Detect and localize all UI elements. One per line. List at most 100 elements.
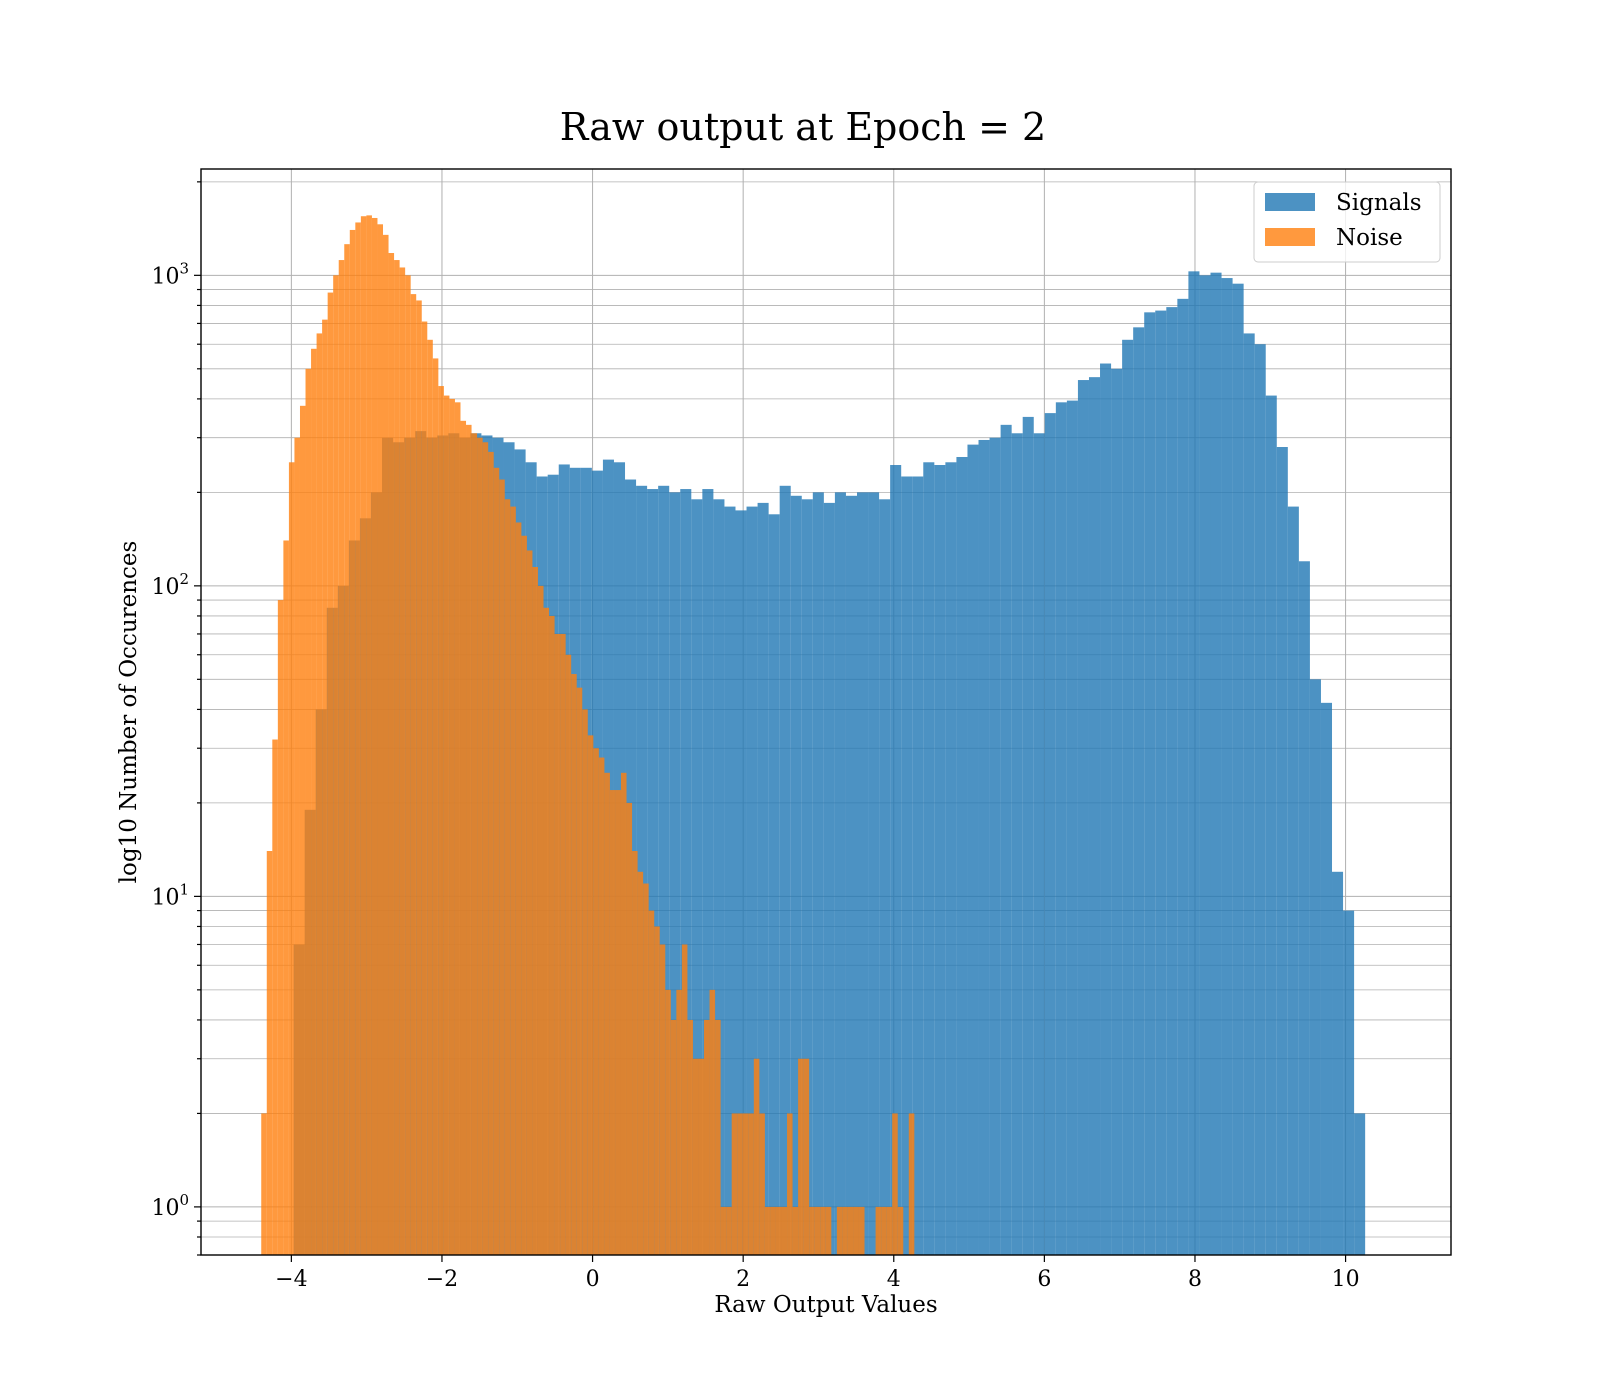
bar-signals [934, 465, 946, 1255]
bar-signals [1022, 416, 1034, 1255]
bar-noise [770, 1206, 776, 1255]
bar-signals [1144, 312, 1156, 1255]
bar-signals [724, 506, 736, 1255]
y-tick-label: 102 [151, 570, 189, 600]
bar-noise [681, 944, 688, 1255]
bar-signals [1309, 679, 1321, 1255]
bar-signals [1298, 561, 1310, 1255]
bar-noise [582, 709, 588, 1255]
bar-noise [377, 224, 384, 1255]
bar-noise [427, 339, 433, 1255]
series-noise [261, 215, 915, 1256]
bar-noise [311, 348, 317, 1255]
bar-noise [366, 215, 372, 1256]
bar-noise [288, 462, 295, 1255]
bar-noise [764, 1206, 771, 1255]
bar-signals [713, 499, 725, 1255]
legend-label-signals: Signals [1336, 190, 1422, 216]
bar-noise [726, 1206, 732, 1255]
bar-noise [349, 229, 356, 1256]
x-tick-label: −4 [275, 1267, 307, 1292]
bar-signals [735, 510, 747, 1256]
x-tick-label: 8 [1188, 1267, 1202, 1292]
bar-noise [648, 910, 655, 1255]
bar-noise [449, 398, 455, 1256]
bar-signals [1066, 400, 1078, 1255]
bar-signals [779, 485, 791, 1255]
bar-signals [790, 495, 802, 1255]
bar-signals [823, 502, 835, 1255]
bar-noise [803, 1058, 810, 1255]
bar-noise [537, 585, 544, 1255]
bar-signals [1033, 433, 1045, 1256]
bar-noise [814, 1206, 821, 1255]
bar-noise [355, 222, 361, 1255]
bar-signals [923, 462, 935, 1255]
bar-noise [410, 294, 417, 1255]
bar-signals [1232, 283, 1244, 1255]
bar-noise [565, 654, 572, 1255]
chart-title: Raw output at Epoch = 2 [560, 105, 1046, 149]
bar-noise [443, 395, 450, 1255]
bar-noise [532, 567, 538, 1255]
bar-signals [1276, 447, 1288, 1255]
bar-signals [1343, 910, 1355, 1255]
bar-signals [945, 462, 957, 1255]
bar-signals [1088, 377, 1101, 1255]
bar-signals [901, 476, 913, 1255]
bar-signals [1055, 402, 1067, 1255]
bar-noise [510, 506, 516, 1255]
bar-noise [272, 739, 278, 1255]
bar-noise [383, 234, 389, 1255]
bar-signals [680, 489, 692, 1255]
bar-signals [812, 492, 824, 1255]
bar-signals [868, 492, 880, 1255]
bar-noise [842, 1206, 848, 1255]
bar-signals [1265, 395, 1277, 1255]
bar-noise [571, 674, 577, 1255]
bar-signals [1077, 380, 1089, 1255]
bar-noise [576, 687, 583, 1255]
bar-noise [316, 333, 323, 1255]
bar-noise [604, 772, 610, 1255]
bar-noise [283, 540, 289, 1255]
bar-signals [857, 492, 869, 1255]
bar-noise [615, 790, 621, 1255]
y-tick-label: 101 [151, 880, 189, 910]
bar-noise [748, 1113, 754, 1255]
bar-noise [886, 1206, 893, 1255]
x-tick-label: 2 [736, 1267, 750, 1292]
bar-signals [834, 492, 846, 1255]
bar-signals [912, 476, 924, 1255]
bar-noise [560, 633, 566, 1255]
bar-noise [897, 1206, 904, 1255]
legend-swatch-signals [1265, 193, 1315, 211]
bar-noise [477, 437, 483, 1255]
bar-noise [515, 522, 522, 1255]
bar-signals [1155, 310, 1167, 1255]
bar-noise [261, 1113, 267, 1255]
x-tick-label: 6 [1037, 1267, 1051, 1292]
bar-noise [322, 319, 328, 1255]
bar-signals [757, 502, 769, 1255]
bar-noise [438, 386, 444, 1255]
legend-swatch-noise [1265, 228, 1315, 246]
bar-noise [327, 292, 334, 1255]
bar-noise [399, 267, 406, 1256]
bar-signals [1210, 272, 1222, 1255]
bar-noise [637, 871, 644, 1255]
bar-noise [266, 851, 273, 1255]
bar-noise [521, 535, 527, 1255]
bar-signals [1221, 278, 1233, 1255]
bar-signals [1354, 1113, 1366, 1255]
bar-noise [294, 437, 300, 1255]
bar-signals [1111, 368, 1123, 1256]
bar-noise [858, 1206, 865, 1255]
bar-noise [798, 1058, 804, 1255]
x-axis-ticks: −4 −2 0 2 4 6 8 10 [275, 1255, 1360, 1292]
bar-noise [333, 275, 339, 1255]
bar-noise [360, 216, 367, 1255]
bar-noise [587, 735, 594, 1255]
bar-noise [277, 600, 284, 1255]
bar-noise [493, 467, 500, 1256]
